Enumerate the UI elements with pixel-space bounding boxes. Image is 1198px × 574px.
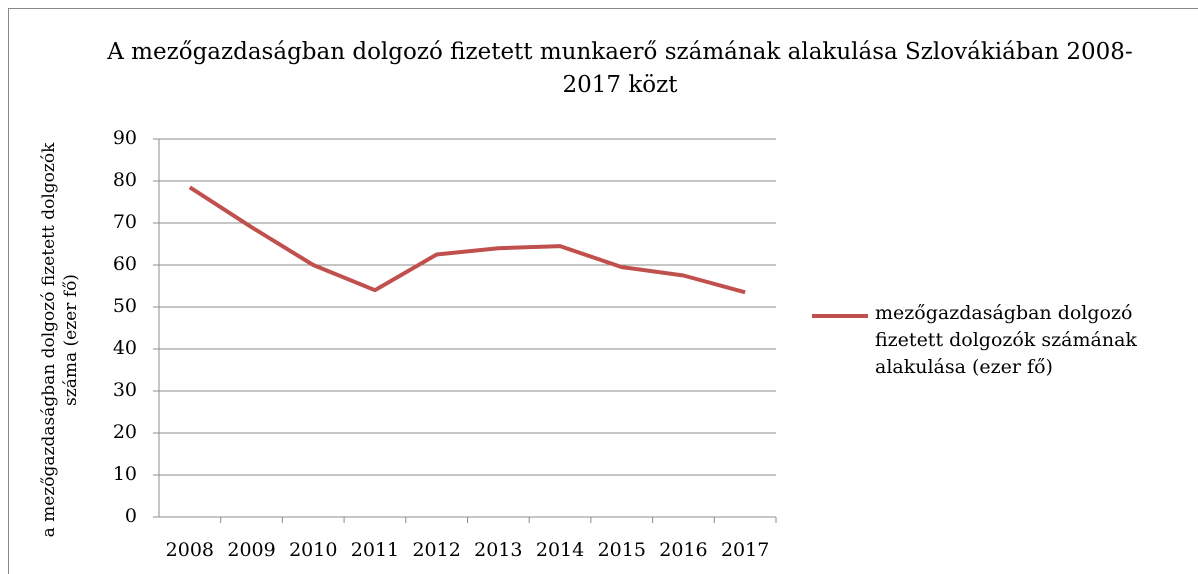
x-tick-label: 2009 — [227, 539, 275, 561]
y-tick-label: 80 — [113, 169, 137, 191]
x-tick-label: 2014 — [536, 539, 584, 561]
x-tick-label: 2016 — [659, 539, 707, 561]
y-tick-label: 30 — [113, 379, 137, 401]
legend-label: mezőgazdaságban dolgozó fizetett dolgozó… — [875, 302, 1137, 378]
x-tick-label: 2017 — [721, 539, 769, 561]
x-tick-label: 2011 — [351, 539, 399, 561]
chart-title: A mezőgazdaságban dolgozó fizetett munka… — [107, 39, 1133, 98]
y-tick-label: 70 — [113, 211, 137, 233]
chart-border — [8, 8, 1198, 574]
y-tick-label: 50 — [113, 295, 137, 317]
y-tick-label: 20 — [113, 421, 137, 443]
x-tick-label: 2008 — [166, 539, 214, 561]
y-tick-label: 60 — [113, 253, 137, 275]
x-tick-label: 2012 — [412, 539, 460, 561]
x-tick-label: 2013 — [474, 539, 522, 561]
y-tick-label: 0 — [125, 505, 137, 527]
x-tick-label: 2015 — [598, 539, 646, 561]
y-tick-label: 40 — [113, 337, 137, 359]
series-line — [188, 185, 746, 295]
x-tick-label: 2010 — [289, 539, 337, 561]
y-tick-label: 90 — [113, 127, 137, 149]
y-tick-label: 10 — [113, 463, 137, 485]
y-axis-label: a mezőgazdaságban dolgozó fizetett dolgo… — [39, 142, 81, 538]
